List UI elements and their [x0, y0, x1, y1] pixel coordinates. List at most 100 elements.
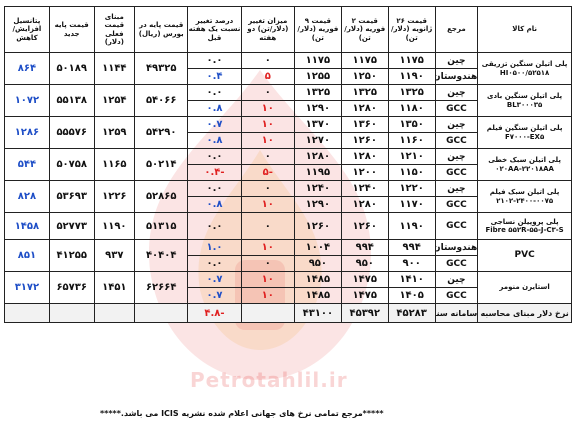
table-subrow: GCC ۱۱۶۰ ۱۲۶۰ ۱۲۷۰ ۱۰ ۰.۸ [5, 132, 572, 149]
price-2-cell: ۱۲۴۰ [340, 180, 389, 197]
source-cell: چین [434, 52, 479, 69]
table-row: PVC هندوستان ۹۹۴ ۹۹۴ ۱۰۰۴ ۱۰ ۱.۰ ۴۰۴۰۴ ۹… [4, 239, 572, 272]
change-cell: ۱۰ [240, 287, 295, 304]
price-9-cell: ۹۵۰ [293, 255, 342, 272]
table-subrow: GCC ۱۱۵۰ ۱۲۰۰ ۱۱۹۵ -۵ -۰.۴ [5, 164, 572, 181]
exchange-rate-empty [4, 303, 50, 323]
price-2-cell: ۱۳۲۵ [340, 84, 389, 101]
new-base-cell: ۵۰۷۵۸ [48, 148, 95, 181]
price-9-cell: ۱۱۹۵ [293, 164, 342, 181]
product-name: پلی پروپیلن نساجی Fibre ۵۵۲R-۵۵-J-C۳-S [477, 212, 572, 240]
price-26-cell: ۱۱۶۰ [387, 132, 436, 149]
price-2-cell: ۱۳۶۰ [340, 116, 389, 133]
potential-cell: ۸۲۸ [4, 180, 50, 213]
exchange-base-cell: ۵۲۸۶۵ [134, 180, 189, 213]
final-base-cell: ۹۳۷ [93, 239, 136, 272]
price-9-cell: ۱۲۸۰ [293, 148, 342, 165]
new-base-cell: ۴۱۲۵۵ [48, 239, 95, 272]
change-cell: ۰ [240, 148, 295, 165]
price-2-cell: ۹۹۴ [340, 239, 389, 256]
pct-cell: ۰.۰ [187, 148, 242, 165]
price-9-cell: ۱۴۸۵ [293, 271, 342, 288]
new-base-cell: ۵۳۶۹۳ [48, 180, 95, 213]
potential-cell: ۸۶۴ [4, 52, 50, 85]
source-cell: چین [434, 84, 479, 101]
exchange-base-cell: ۴۹۳۲۵ [134, 52, 189, 85]
price-9-cell: ۱۲۹۰ [293, 100, 342, 117]
price-9-cell: ۱۲۹۰ [293, 196, 342, 213]
price-26-cell: ۱۱۵۰ [387, 164, 436, 181]
change-cell: ۱۰ [240, 271, 295, 288]
watermark-text: Petrotahlil.ir [190, 368, 348, 392]
exchange-rate-empty [93, 303, 136, 323]
table-row: پلی اتیلن سنگین فیلم F۷۰۰۰-EX۵ چین ۱۳۵۰ … [4, 116, 572, 149]
product-name: PVC [477, 239, 572, 272]
exchange-rate-empty [48, 303, 95, 323]
pct-cell: ۰.۰ [187, 180, 242, 197]
pct-cell: ۱.۰ [187, 239, 242, 256]
price-2-cell: ۱۲۸۰ [340, 100, 389, 117]
price-9-cell: ۱۴۸۵ [293, 287, 342, 304]
header-price-9: قیمت ۹ فوریه (دلار/تن) [293, 6, 342, 53]
source-cell: چین [434, 116, 479, 133]
exchange-rate-9: ۴۳۱۰۰ [293, 303, 342, 323]
table-row: پلی اتیلن سنگین تزریقی HI۰۵۰۰/۵۲۵۱۸ چین … [4, 52, 572, 85]
header-final-base: مبنای قیمت فعلی (دلار) [93, 6, 136, 53]
price-26-cell: ۹۰۰ [387, 255, 436, 272]
exchange-rate-empty [134, 303, 189, 323]
potential-cell: ۱۲۸۶ [4, 116, 50, 149]
exchange-rate-pct-sign: - [220, 307, 225, 319]
exchange-rate-pct-value: ۴.۸ [204, 307, 221, 319]
source-cell: GCC [434, 212, 479, 240]
change-cell: ۱۰ [240, 132, 295, 149]
price-2-cell: ۹۵۰ [340, 255, 389, 272]
final-base-cell: ۱۱۶۵ [93, 148, 136, 181]
price-9-cell: ۱۳۲۵ [293, 84, 342, 101]
price-2-cell: ۱۲۶۰ [340, 212, 389, 240]
exchange-base-cell: ۵۴۰۶۶ [134, 84, 189, 117]
change-cell: ۰ [240, 255, 295, 272]
potential-cell: ۸۵۱ [4, 239, 50, 272]
pct-cell: ۰.۷ [187, 116, 242, 133]
source-cell: چین [434, 180, 479, 197]
pct-cell: ۰.۰ [187, 212, 242, 240]
exchange-rate-label: نرخ دلار مبنای محاسبه [477, 303, 572, 323]
header-exchange-base: قیمت پایه در بورس (ریال) [134, 6, 189, 53]
source-cell: GCC [434, 132, 479, 149]
source-cell: هندوستان [434, 68, 479, 85]
price-2-cell: ۱۲۸۰ [340, 148, 389, 165]
final-base-cell: ۱۱۴۴ [93, 52, 136, 85]
table-row: استایرن منومر چین ۱۴۱۰ ۱۴۷۵ ۱۴۸۵ ۱۰ ۰.۷ … [4, 271, 572, 304]
source-cell: چین [434, 148, 479, 165]
exchange-base-cell: ۵۴۲۹۰ [134, 116, 189, 149]
table-row: پلی پروپیلن نساجی Fibre ۵۵۲R-۵۵-J-C۳-S G… [4, 212, 572, 240]
exchange-rate-source: سامانه سنا [434, 303, 479, 323]
price-26-cell: ۱۴۰۵ [387, 287, 436, 304]
product-name: استایرن منومر [477, 271, 572, 304]
final-base-cell: ۱۴۵۱ [93, 271, 136, 304]
new-base-cell: ۵۵۵۷۶ [48, 116, 95, 149]
final-base-cell: ۱۲۵۴ [93, 84, 136, 117]
price-26-cell: ۱۳۵۰ [387, 116, 436, 133]
change-cell: -۵ [240, 164, 295, 181]
price-9-cell: ۱۳۷۰ [293, 116, 342, 133]
price-2-cell: ۱۱۷۵ [340, 52, 389, 69]
price-26-cell: ۱۴۱۰ [387, 271, 436, 288]
exchange-rate-pct: -۴.۸ [187, 303, 242, 323]
table-subrow: GCC ۱۱۸۰ ۱۲۸۰ ۱۲۹۰ ۱۰ ۰.۸ [5, 100, 572, 117]
pct-cell: ۰.۷ [187, 287, 242, 304]
source-cell: GCC [434, 100, 479, 117]
source-cell: چین [434, 271, 479, 288]
change-cell: ۱۰ [240, 196, 295, 213]
price-2-cell: ۱۲۵۰ [340, 68, 389, 85]
pct-cell: ۰.۸ [187, 100, 242, 117]
source-note: *****مرجع تمامی نرخ های جهانی اعلام شده … [100, 409, 384, 418]
change-cell: ۰ [240, 84, 295, 101]
pct-cell: ۰.۰ [187, 255, 242, 272]
header-product: نام کالا [477, 6, 572, 53]
price-9-cell: ۱۲۶۰ [293, 212, 342, 240]
header-row: نام کالا مرجع قیمت ۲۶ ژانویه (دلار/تن) ق… [4, 6, 572, 53]
header-source: مرجع [434, 6, 479, 53]
pct-cell: ۰.۷ [187, 271, 242, 288]
price-26-cell: ۱۱۷۰ [387, 196, 436, 213]
